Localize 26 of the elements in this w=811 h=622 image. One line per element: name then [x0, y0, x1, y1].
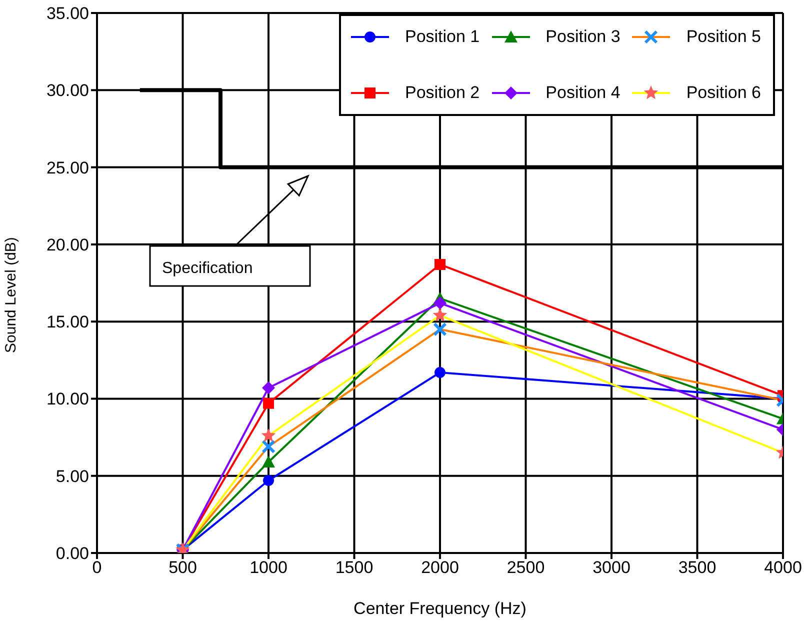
- x-tick-label: 4000: [764, 558, 802, 578]
- y-tick-label: 0.00: [56, 544, 89, 564]
- x-tick-label: 2000: [421, 558, 459, 578]
- annotation: Specification: [162, 260, 253, 277]
- y-tick-label: 35.00: [46, 4, 89, 24]
- legend-label: Position 1: [404, 27, 480, 47]
- y-tick-label: 10.00: [46, 390, 89, 409]
- y-tick-label: 5.00: [56, 466, 89, 486]
- y-tick-label: 15.00: [46, 312, 89, 332]
- x-tick-label: 3500: [678, 558, 716, 578]
- y-tick-label: 25.00: [46, 158, 89, 178]
- legend-label: Position 3: [546, 27, 620, 47]
- x-axis-title: Center Frequency (Hz): [354, 599, 526, 618]
- x-tick-label: 1000: [250, 558, 288, 578]
- y-axis-title: Sound Level (dB): [2, 237, 20, 353]
- x-tick-label: 1500: [335, 558, 374, 578]
- legend-label: Position 4: [546, 83, 620, 103]
- legend-label: Position 2: [404, 83, 480, 103]
- x-tick-label: 3000: [592, 558, 630, 578]
- x-tick-label: 2500: [506, 558, 545, 578]
- y-tick-label: 20.00: [46, 235, 89, 254]
- legend-label: Position 6: [686, 83, 761, 103]
- y-tick-label: 30.00: [46, 81, 89, 100]
- x-tick-label: 500: [168, 558, 197, 578]
- x-tick-label: 0: [92, 558, 102, 578]
- legend-label: Position 5: [686, 27, 761, 47]
